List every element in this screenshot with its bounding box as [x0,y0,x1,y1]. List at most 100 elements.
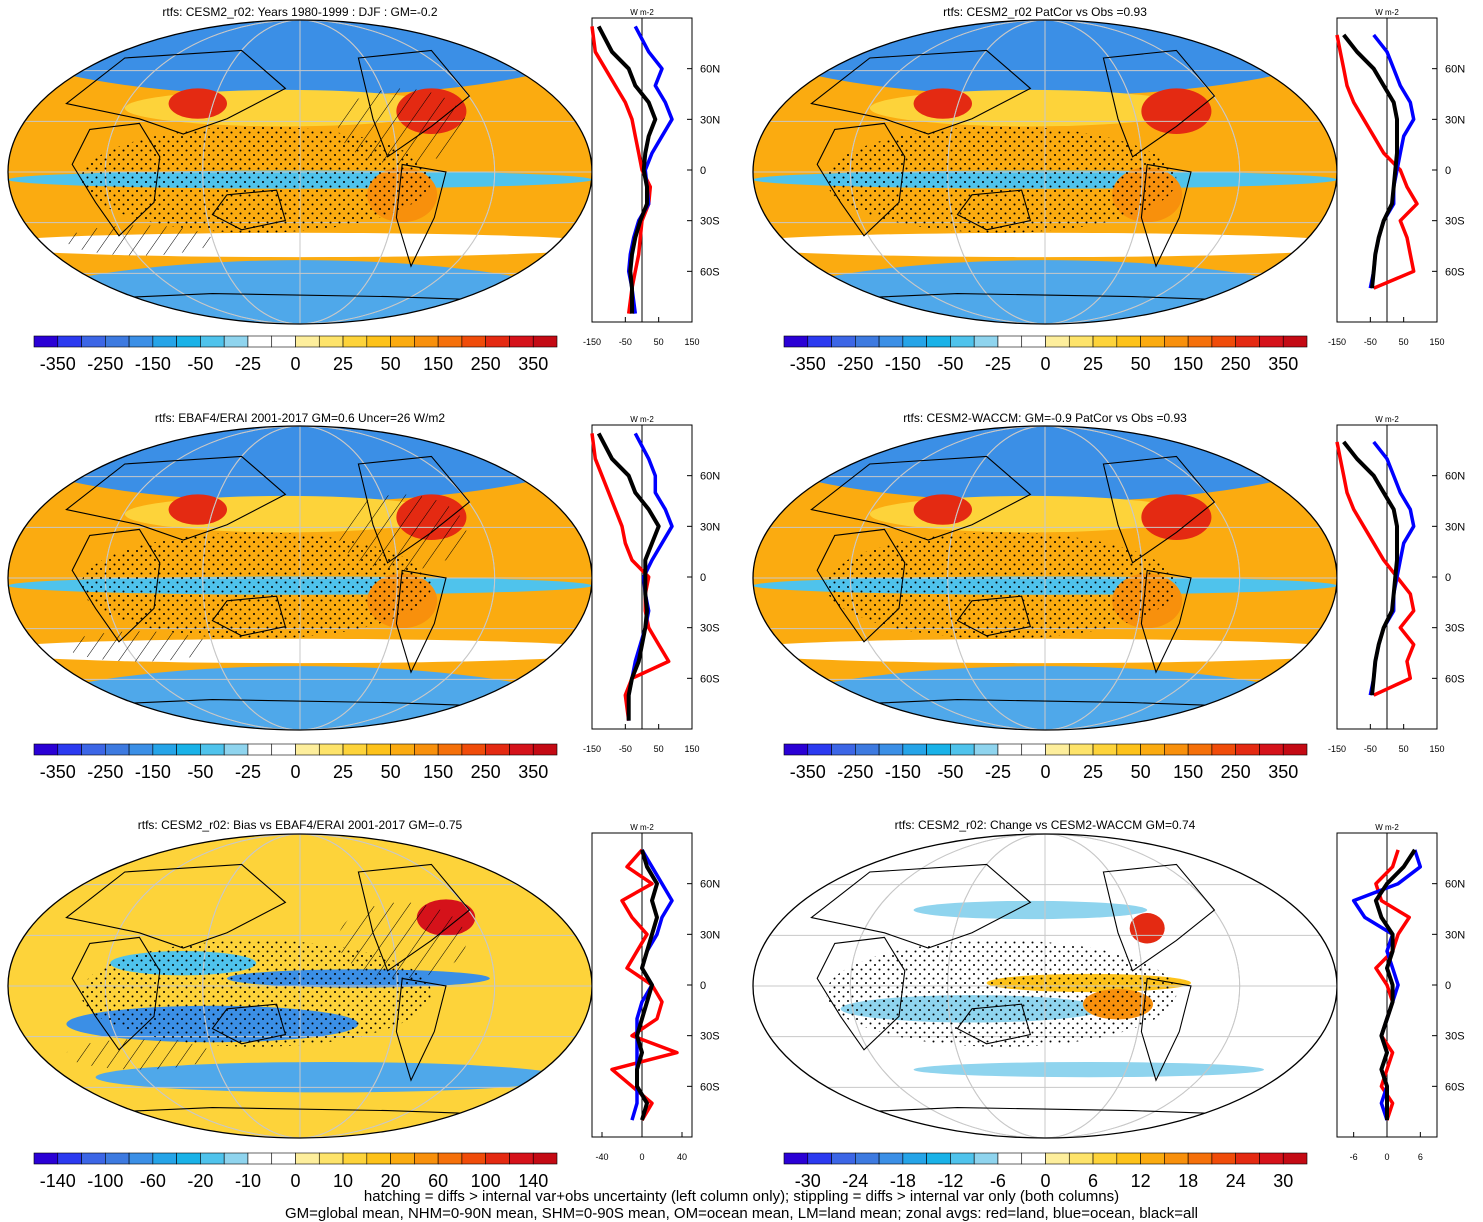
map-title: rtfs: CESM2_r02 PatCor vs Obs =0.93 [943,5,1147,19]
stippling-overlay [81,532,432,639]
colorbar-swatch [926,335,951,348]
colorbar-swatch [997,743,1023,756]
change-positive-region [1129,913,1165,944]
colorbar-swatch [1092,335,1118,348]
hatching-overlay [66,1039,213,1070]
colorbar-swatch [1068,335,1094,348]
colorbar-label: -150 [885,354,921,374]
colorbar-swatch [81,743,106,756]
coastline-africa [71,122,161,237]
colorbar: -350 -250 -150 -50 -25 0 25 50 150 250 350 [33,743,558,782]
zonal-xtick-label: 0 [1384,1152,1389,1162]
zonal-ytick-label: 30S [700,623,720,635]
colorbar-swatch [783,1152,809,1165]
zonal-ytick-label: 60S [700,1081,720,1093]
colorbar-label: 0 [290,1171,300,1191]
map-panel-6: rtfs: CESM2_r02: Change vs CESM2-WACCM G… [752,818,1338,1191]
coastline-south-america [395,163,447,268]
coastline-eurasia [65,863,287,949]
colorbar-swatch [223,743,249,756]
zonal-unit-label: W m-2 [630,8,654,17]
coastline-australia [956,189,1032,231]
colorbar-swatch [414,335,439,348]
colorbar-label: -25 [985,354,1011,374]
colorbar-swatch [1021,335,1046,348]
colorbar-swatch [105,743,130,756]
map-panel-5: rtfs: CESM2_r02: Bias vs EBAF4/ERAI 2001… [7,818,593,1191]
coastline-africa [71,936,161,1051]
coastline-eurasia [810,49,1032,135]
change-negative-region [913,1062,1264,1078]
kuroshio-maximum [913,88,972,119]
colorbar-label: 350 [1268,354,1298,374]
zonal-ytick-label: 60N [700,471,720,483]
colorbar-label: 0 [290,762,300,782]
coastline-north-america [357,863,471,972]
coastline-africa [816,122,906,237]
colorbar-label: -250 [87,762,123,782]
colorbar-swatch [1092,743,1118,756]
colorbar-swatch [33,1152,59,1165]
coastline-north-america [1102,455,1216,564]
colorbar-swatch [1211,743,1236,756]
colorbar-swatch [950,335,975,348]
colorbar-swatch [997,335,1023,348]
zonal-xtick-label: 150 [1429,337,1444,347]
zonal-panel-1: W m-2 60N 30N 0 30S 60S -150 -50 50 150 [583,8,720,347]
colorbar-swatch [247,335,273,348]
zonal-ytick-label: 60S [1445,673,1465,685]
colorbar-swatch [414,743,439,756]
colorbar-swatch [1259,335,1284,348]
coastline-eurasia [65,49,287,135]
colorbar-swatch [437,1152,463,1165]
colorbar-label: 0 [1040,762,1050,782]
zonal-ytick-label: 0 [1445,572,1451,584]
colorbar-swatch [532,1152,558,1165]
map-title: rtfs: CESM2_r02: Years 1980-1999 : DJF :… [162,5,437,19]
colorbar-swatch [509,335,534,348]
coastline-eurasia [810,863,1032,949]
colorbar-swatch [247,743,273,756]
coastline-south-america [395,569,447,674]
change-negative-region [913,900,1148,920]
colorbar-swatch [318,1152,344,1165]
colorbar-label: -10 [235,1171,261,1191]
coastline-australia [956,595,1032,637]
coastline-north-america [357,455,471,564]
colorbar-label: 25 [333,354,353,374]
colorbar-label: 24 [1226,1171,1246,1191]
zonal-xtick-label: 150 [684,744,699,754]
south-high-latitude-field [8,260,592,324]
zonal-xtick-label: -150 [583,337,601,347]
colorbar-swatch [807,743,832,756]
hatching-overlay [66,631,213,662]
kuroshio-maximum [168,494,227,525]
colorbar-swatch [105,335,130,348]
colorbar-label: 150 [1173,354,1203,374]
colorbar-label: 250 [1221,354,1251,374]
colorbar-label: -20 [187,1171,213,1191]
zonal-xtick-label: -150 [1328,744,1346,754]
colorbar-swatch [831,743,856,756]
kuroshio-maximum [913,494,972,525]
colorbar-swatch [1282,1152,1308,1165]
zonal-ytick-label: 30N [700,521,720,533]
colorbar-swatch [1140,743,1165,756]
colorbar-swatch [807,1152,832,1165]
hatching-overlay [337,494,467,571]
zonal-ytick-label: 30N [1445,114,1465,126]
colorbar-swatch [973,743,999,756]
colorbar-label: -250 [837,762,873,782]
colorbar-swatch [902,335,927,348]
colorbar-swatch [950,743,975,756]
colorbar-label: 20 [381,1171,401,1191]
colorbar-label: -12 [937,1171,963,1191]
zonal-ytick-label: 30S [1445,623,1465,635]
colorbar-swatch [318,335,344,348]
colorbar-label: -25 [235,762,261,782]
colorbar-swatch [247,1152,273,1165]
colorbar-swatch [926,743,951,756]
colorbar-swatch [509,1152,534,1165]
coastline-eurasia [810,455,1032,541]
